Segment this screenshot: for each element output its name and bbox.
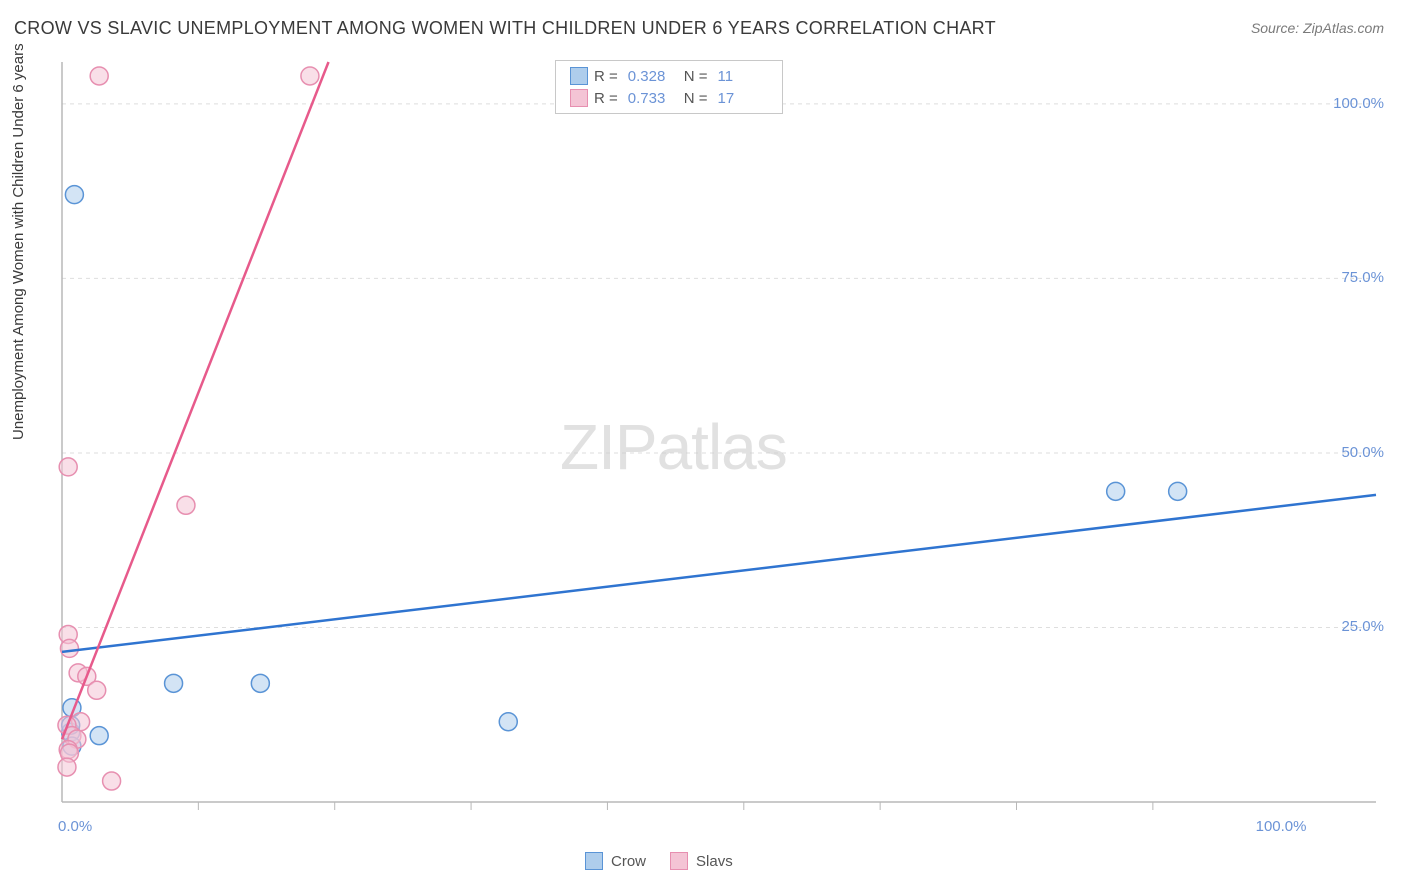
- legend-item: Slavs: [670, 852, 733, 870]
- watermark: ZIPatlas: [560, 410, 787, 484]
- y-tick-label: 25.0%: [1341, 618, 1384, 635]
- chart-title: CROW VS SLAVIC UNEMPLOYMENT AMONG WOMEN …: [14, 18, 996, 39]
- legend-row: R = 0.328 N = 11: [556, 65, 782, 87]
- x-tick-label: 100.0%: [1256, 818, 1307, 835]
- watermark-zip: ZIP: [560, 411, 657, 483]
- y-axis-label: Unemployment Among Women with Children U…: [10, 43, 27, 440]
- y-tick-label: 100.0%: [1333, 95, 1384, 112]
- legend-swatch: [570, 89, 588, 107]
- y-tick-label: 50.0%: [1341, 444, 1384, 461]
- legend-n-label: N =: [684, 68, 708, 85]
- series-legend: Crow Slavs: [585, 852, 733, 870]
- correlation-legend: R = 0.328 N = 11 R = 0.733 N = 17: [555, 60, 783, 114]
- legend-n-label: N =: [684, 90, 708, 107]
- legend-swatch: [570, 67, 588, 85]
- legend-r-value: 0.733: [628, 90, 678, 107]
- legend-swatch: [585, 852, 603, 870]
- legend-swatch: [670, 852, 688, 870]
- watermark-atlas: atlas: [657, 411, 787, 483]
- y-tick-label: 75.0%: [1341, 269, 1384, 286]
- source-attribution: Source: ZipAtlas.com: [1251, 20, 1384, 36]
- x-tick-label: 0.0%: [58, 818, 92, 835]
- legend-r-label: R =: [594, 68, 618, 85]
- legend-r-value: 0.328: [628, 68, 678, 85]
- legend-n-value: 11: [718, 68, 768, 85]
- legend-series-name: Crow: [611, 853, 646, 870]
- legend-r-label: R =: [594, 90, 618, 107]
- legend-item: Crow: [585, 852, 646, 870]
- legend-series-name: Slavs: [696, 853, 733, 870]
- legend-n-value: 17: [718, 90, 768, 107]
- legend-row: R = 0.733 N = 17: [556, 87, 782, 109]
